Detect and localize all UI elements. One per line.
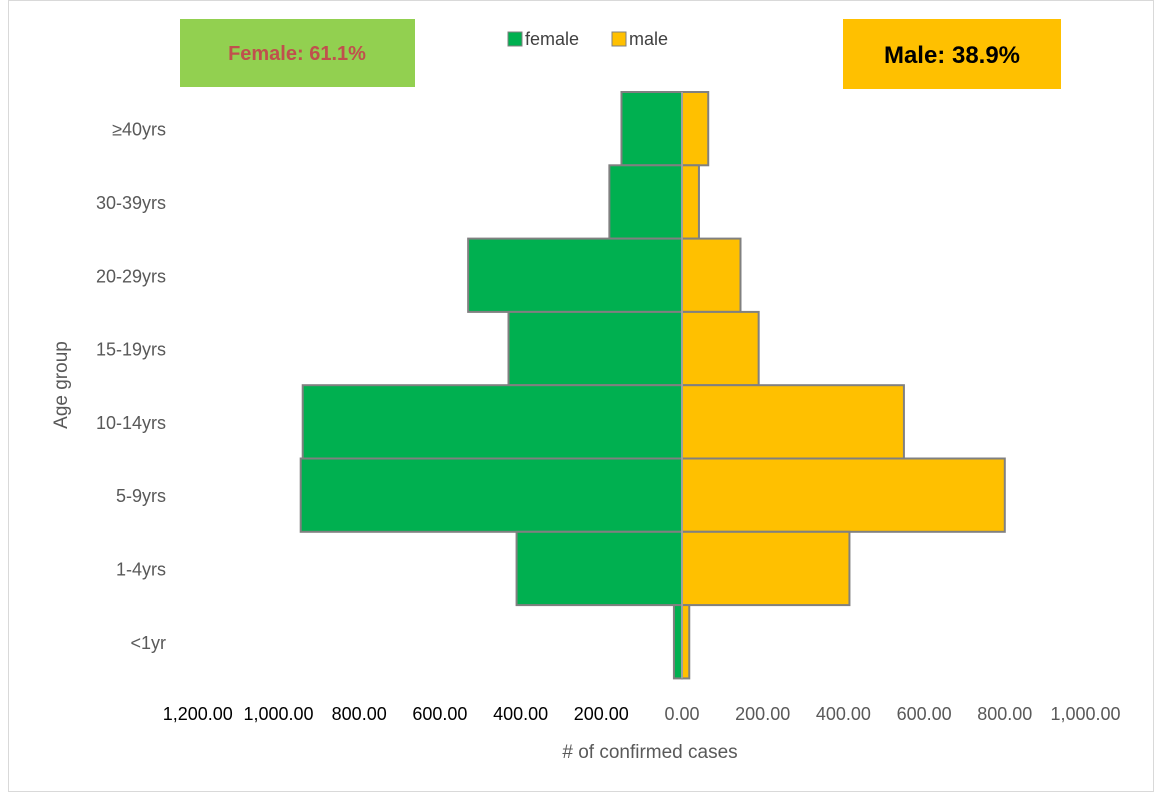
y-category-label: 20-29yrs (96, 266, 166, 286)
x-tick-label: 1,000.00 (243, 704, 313, 724)
x-tick-label: 800.00 (977, 704, 1032, 724)
female-percent-box (180, 19, 415, 87)
x-tick-label: 200.00 (735, 704, 790, 724)
y-category-label: 15-19yrs (96, 340, 166, 360)
bar-female-1yr (672, 604, 683, 680)
x-tick-label: 0.00 (664, 704, 699, 724)
x-tick-label: 1,000.00 (1050, 704, 1120, 724)
y-axis-title: Age group (51, 341, 72, 429)
legend-male-label: male (629, 29, 668, 49)
male-percent-box (843, 19, 1061, 89)
x-tick-label: 400.00 (816, 704, 871, 724)
legend-female-label: female (525, 29, 579, 49)
bar-male-40yrs (681, 91, 710, 167)
bars-group (299, 91, 1006, 680)
bar-male-1-4yrs (681, 530, 851, 607)
y-category-label: 10-14yrs (96, 413, 166, 433)
bar-male-15-19yrs (681, 310, 760, 387)
x-tick-label: 200.00 (574, 704, 629, 724)
bar-female-40yrs (620, 91, 683, 167)
male-percent-label: Male: 38.9% (884, 42, 1020, 69)
y-category-label: ≥40yrs (112, 120, 166, 140)
y-category-label: <1yr (130, 633, 166, 653)
bar-female-15-19yrs (507, 310, 683, 387)
y-category-label: 30-39yrs (96, 193, 166, 213)
y-category-labels: ≥40yrs 30-39yrs 20-29yrs 15-19yrs 10-14yrs 5-… (96, 120, 166, 653)
bar-male-1yr (681, 604, 691, 680)
female-percent-label: Female: 61.1% (228, 43, 366, 65)
bar-male-30-39yrs (681, 164, 700, 240)
bar-female-20-29yrs (467, 237, 683, 313)
bar-female-30-39yrs (608, 164, 683, 240)
legend-female-swatch (507, 31, 523, 47)
bar-male-5-9yrs (681, 457, 1006, 533)
y-category-label: 1-4yrs (116, 559, 166, 579)
bar-male-20-29yrs (681, 237, 742, 313)
x-tick-label: 600.00 (412, 704, 467, 724)
bar-female-10-14yrs (301, 384, 683, 460)
x-tick-label: 1,200.00 (163, 704, 233, 724)
bar-male-10-14yrs (681, 384, 905, 460)
x-tick-labels: 1,200.00 1,000.00 800.00 600.00 400.00 200.00… (163, 704, 1121, 724)
bar-female-5-9yrs (299, 457, 683, 533)
x-tick-label: 600.00 (897, 704, 952, 724)
x-tick-label: 400.00 (493, 704, 548, 724)
legend-male-swatch (611, 31, 627, 47)
x-axis-title: # of confirmed cases (562, 742, 737, 763)
x-tick-label: 800.00 (332, 704, 387, 724)
legend: female male (507, 29, 668, 49)
y-category-label: 5-9yrs (116, 486, 166, 506)
bar-female-1-4yrs (515, 530, 683, 607)
